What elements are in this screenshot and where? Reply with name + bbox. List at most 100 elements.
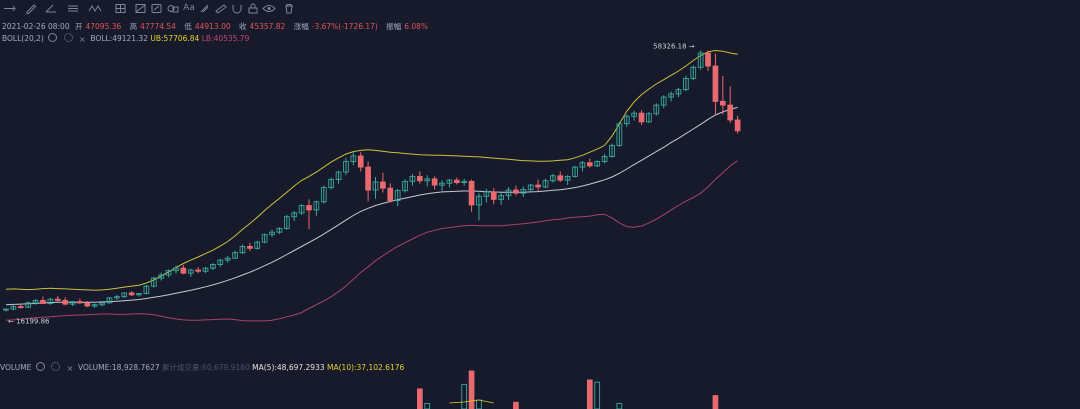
candle-body (136, 293, 142, 296)
candle-body (638, 112, 645, 123)
candle (187, 268, 194, 277)
candle (483, 188, 490, 203)
candle (232, 250, 238, 259)
candle-body (609, 144, 615, 158)
candle-body (557, 175, 564, 181)
high-value: 47774.54 (140, 22, 176, 31)
candle-body (727, 104, 734, 121)
candle-body (25, 302, 32, 308)
candle-body (224, 257, 231, 261)
candle-body (550, 175, 556, 182)
candle-body (158, 274, 165, 279)
candle-body (719, 100, 726, 106)
volume-visibility-icon[interactable] (35, 362, 45, 371)
visibility-icon[interactable] (48, 33, 58, 42)
candle-body (697, 52, 704, 68)
candle-body (601, 156, 608, 162)
candle (476, 193, 482, 221)
volume-close-icon[interactable]: × (66, 364, 74, 373)
candle-body (121, 292, 128, 298)
candle (113, 294, 120, 300)
boll-ub: UB:57706.84 (150, 34, 200, 43)
candle-body (283, 216, 290, 229)
candle (40, 296, 46, 305)
candle-body (298, 205, 305, 214)
grid-icon[interactable] (114, 3, 128, 14)
eye-icon[interactable] (262, 3, 276, 14)
text-tool-label: Aa (183, 3, 195, 13)
ruler-icon[interactable] (214, 3, 228, 14)
candle-body (527, 184, 534, 190)
candle-body (683, 77, 689, 91)
candle (62, 297, 68, 306)
menu-icon[interactable] (2, 3, 16, 14)
volume-bar (476, 399, 482, 409)
wave-icon[interactable] (88, 3, 102, 14)
volume-bar (712, 395, 719, 409)
candle (99, 301, 105, 307)
candle-body (712, 65, 719, 102)
upper-band-line (5, 49, 738, 291)
candle-body (409, 175, 416, 182)
candle-body (320, 187, 327, 203)
candle (631, 110, 638, 121)
candle (10, 305, 17, 311)
pattern-icon[interactable] (134, 3, 148, 14)
candle-body (343, 161, 349, 173)
candle (675, 87, 682, 98)
candle (276, 227, 283, 235)
volume-bar (594, 381, 601, 409)
angle-icon[interactable] (44, 3, 58, 14)
candle-body (505, 189, 512, 197)
candle (128, 291, 135, 297)
volume-settings-icon[interactable] (51, 362, 61, 371)
ohlc-date: 2021-02-26 08:00 (2, 22, 70, 31)
price-annotations: 58326.18 → ← 16199.86 (8, 42, 695, 325)
candle (202, 266, 209, 274)
candle-body (660, 96, 667, 106)
candle (712, 53, 719, 116)
lock-icon[interactable] (246, 3, 260, 14)
candle (683, 75, 689, 92)
candle-body (653, 104, 660, 115)
candle-body (143, 285, 150, 295)
candle (387, 183, 394, 203)
candle-body (232, 252, 238, 259)
shapes-icon[interactable] (166, 3, 180, 14)
candle (372, 177, 379, 199)
measure-icon[interactable] (198, 3, 212, 14)
lines-icon[interactable] (66, 3, 80, 14)
text-icon[interactable]: Aa (182, 3, 196, 14)
candle (77, 298, 83, 305)
candle (54, 296, 61, 302)
candle-body (106, 297, 113, 304)
pencil-icon[interactable] (24, 3, 38, 14)
candle-body (446, 179, 453, 184)
settings-icon[interactable] (63, 33, 73, 42)
candle (431, 176, 438, 190)
candle-body (483, 191, 490, 197)
trash-icon[interactable] (282, 3, 296, 14)
candle (106, 297, 113, 304)
candle-body (586, 162, 593, 167)
amp-label: 振幅 (386, 22, 402, 31)
candle (416, 171, 423, 184)
magnet-icon[interactable] (230, 3, 244, 14)
candle-body (254, 241, 261, 249)
candle (660, 95, 667, 109)
candle-body (572, 166, 578, 177)
fib-icon[interactable] (150, 3, 164, 14)
candle-body (416, 175, 423, 182)
candle-body (705, 52, 711, 67)
volume-bar (468, 370, 475, 409)
close-icon[interactable]: × (79, 35, 86, 44)
candle (328, 177, 335, 190)
candle (609, 143, 615, 158)
candle-body (453, 179, 460, 184)
high-price-label: 58326.18 → (653, 42, 695, 50)
volume-bar (461, 383, 468, 409)
candle (623, 114, 630, 127)
candle-body (113, 296, 120, 299)
volume-bar (416, 388, 423, 409)
